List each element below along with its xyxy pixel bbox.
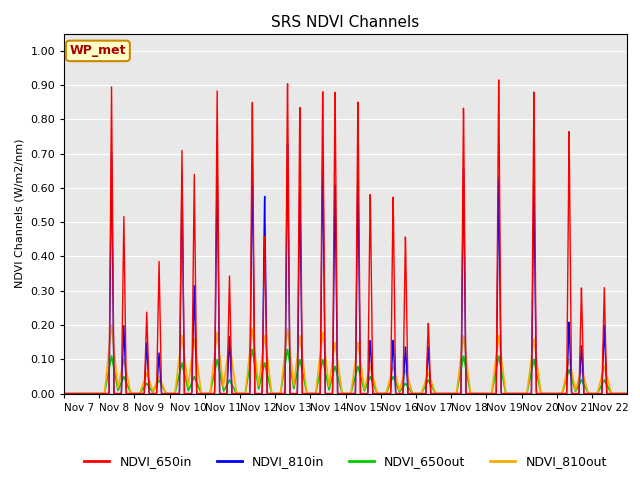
Text: WP_met: WP_met [70, 44, 126, 58]
NDVI_810in [60, 391, 68, 396]
NDVI_650out [617, 391, 625, 396]
NDVI_650in [60, 391, 68, 396]
NDVI_810in [617, 391, 625, 396]
NDVI_650in [538, 391, 545, 396]
NDVI_650in [617, 391, 625, 396]
Title: SRS NDVI Channels: SRS NDVI Channels [271, 15, 420, 30]
NDVI_810out [108, 322, 115, 328]
Line: NDVI_650out: NDVI_650out [64, 349, 627, 394]
NDVI_650out [175, 371, 183, 377]
NDVI_650in [623, 391, 631, 396]
NDVI_810out [504, 391, 511, 396]
NDVI_810out [60, 391, 68, 396]
NDVI_650out [623, 391, 631, 396]
NDVI_650in [468, 391, 476, 396]
NDVI_810in [623, 391, 631, 396]
NDVI_810in [538, 391, 545, 396]
NDVI_650out [468, 391, 476, 396]
NDVI_810out [175, 352, 183, 358]
NDVI_650out [248, 347, 256, 352]
NDVI_810in [468, 391, 476, 396]
NDVI_810out [468, 391, 476, 396]
Line: NDVI_810in: NDVI_810in [64, 144, 627, 394]
NDVI_650in [175, 391, 183, 396]
Legend: NDVI_650in, NDVI_810in, NDVI_650out, NDVI_810out: NDVI_650in, NDVI_810in, NDVI_650out, NDV… [79, 450, 612, 473]
NDVI_650in [418, 391, 426, 396]
NDVI_650out [60, 391, 68, 396]
NDVI_650out [538, 391, 545, 396]
NDVI_810in [175, 391, 183, 396]
NDVI_650out [504, 391, 511, 396]
Y-axis label: NDVI Channels (W/m2/nm): NDVI Channels (W/m2/nm) [15, 139, 25, 288]
Line: NDVI_810out: NDVI_810out [64, 325, 627, 394]
NDVI_810in [284, 141, 291, 146]
NDVI_810out [617, 391, 625, 396]
NDVI_810out [623, 391, 631, 396]
NDVI_810out [538, 391, 545, 396]
NDVI_650in [504, 391, 511, 396]
NDVI_650in [495, 77, 502, 83]
Line: NDVI_650in: NDVI_650in [64, 80, 627, 394]
NDVI_810in [418, 391, 426, 396]
NDVI_650out [418, 389, 426, 395]
NDVI_810in [504, 391, 511, 396]
NDVI_810out [418, 389, 426, 395]
